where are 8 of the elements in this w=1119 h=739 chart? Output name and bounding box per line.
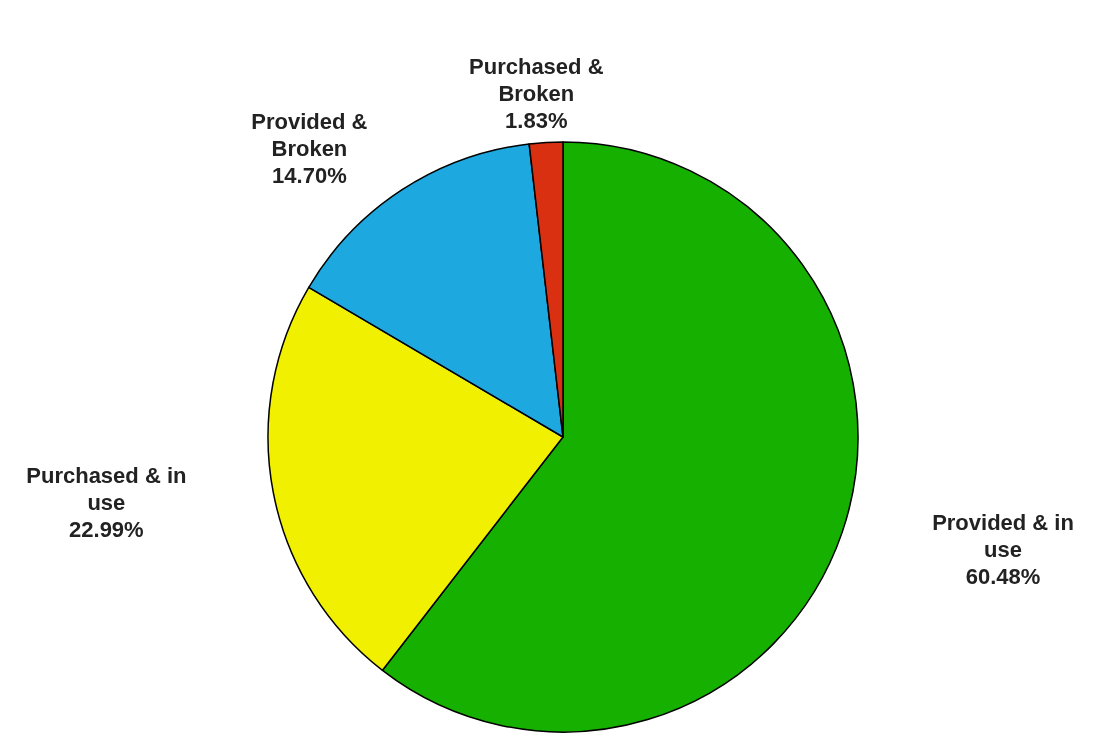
slice-label: Provided & in use	[932, 509, 1074, 562]
data-label: 22.99%	[69, 517, 144, 543]
data-label: 14.70%	[272, 162, 347, 188]
slice-label: Purchased & in use	[26, 463, 187, 516]
data-label: 60.48%	[965, 563, 1041, 589]
slice-label: Purchased & Broken	[469, 53, 604, 106]
data-label: 1.83%	[505, 107, 568, 133]
slice-label: Provided & Broken	[251, 108, 368, 161]
